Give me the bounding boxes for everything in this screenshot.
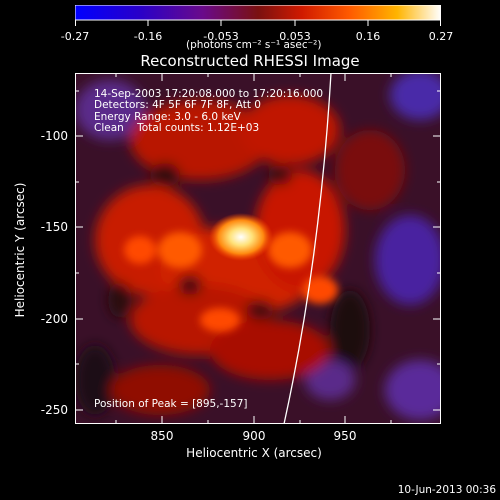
colorbar-gradient xyxy=(75,5,441,21)
colorbar-tick-label: 0.053 xyxy=(279,30,311,43)
x-axis-label: Heliocentric X (arcsec) xyxy=(186,446,322,460)
time-range-label: 14-Sep-2003 17:20:08.000 to 17:20:16.000 xyxy=(94,88,324,100)
y-tick-label: -200 xyxy=(40,312,68,326)
colorbar-units: (photons cm⁻² s⁻¹ asec⁻²) xyxy=(186,39,322,51)
energy-range-label: Energy Range: 3.0 - 6.0 keV xyxy=(94,111,241,123)
emission-peak xyxy=(209,213,273,261)
x-tick-label: 900 xyxy=(242,429,266,443)
peak-position-label: Position of Peak = [895,-157] xyxy=(94,398,248,410)
colorbar-tick-label: -0.053 xyxy=(203,30,239,43)
y-axis-label: Heliocentric Y (arcsec) xyxy=(13,182,27,318)
y-tick-label: -100 xyxy=(40,129,68,143)
x-tick-label: 850 xyxy=(150,429,174,443)
detectors-label: Detectors: 4F 5F 6F 7F 8F, Att 0 xyxy=(94,99,261,111)
plot-frame xyxy=(75,73,441,424)
colorbar-ticks xyxy=(75,20,441,26)
y-tick-label: -150 xyxy=(40,220,68,234)
solar-limb-line xyxy=(283,73,332,424)
colorbar-tick-label: 0.16 xyxy=(355,30,381,43)
y-axis-ticks xyxy=(75,90,441,411)
clean-counts-label: Clean Total counts: 1.12E+03 xyxy=(94,122,260,134)
plot-title: Reconstructed RHESSI Image xyxy=(140,52,360,70)
y-tick-label: -250 xyxy=(40,403,68,417)
colorbar-tick-label: -0.27 xyxy=(60,30,90,43)
colorbar-tick-label: 0.27 xyxy=(428,30,454,43)
x-tick-label: 950 xyxy=(333,429,357,443)
image-data xyxy=(75,73,441,424)
footer-date: 10-Jun-2013 00:36 xyxy=(397,484,496,496)
colorbar-tick-label: -0.16 xyxy=(133,30,163,43)
x-axis-ticks xyxy=(115,73,392,424)
colorbar xyxy=(75,5,441,26)
